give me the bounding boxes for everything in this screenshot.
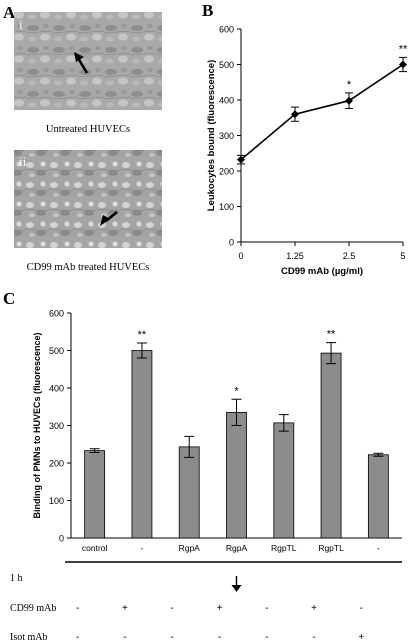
chart-c-bar — [320, 352, 342, 539]
chart-b-significance: ** — [399, 43, 408, 55]
chart-c-treatment-value: - — [171, 632, 174, 643]
chart-c-category-label: RgpA — [226, 543, 248, 553]
chart-c-bar — [131, 350, 153, 539]
chart-c: 0 100 200 300 400 500 600 control ** - RgpA * RgpA Rg… — [10, 309, 402, 643]
chart-b-y-tick-label: 0 — [229, 238, 234, 248]
chart-c-treatment-value: - — [76, 632, 79, 643]
micrograph-untreated: i — [14, 12, 162, 110]
chart-b-significance: * — [347, 79, 352, 91]
chart-b-y-tick-label: 300 — [219, 131, 234, 141]
chart-c-category-label: - — [141, 543, 144, 553]
chart-b-point — [237, 155, 245, 164]
chart-c-treatment-label: 1 h — [10, 573, 23, 584]
chart-c-treatment-value: - — [171, 603, 174, 614]
micrograph-treated: ii — [14, 150, 162, 248]
chart-b-y-tick-label: 200 — [219, 167, 234, 177]
chart-c-treatment-value: - — [123, 632, 126, 643]
chart-b-series-line — [240, 63, 404, 161]
chart-c-treatment-value: + — [311, 603, 317, 614]
micrograph-treated-roman: ii — [19, 154, 27, 169]
chart-c-treatment-value: - — [312, 632, 315, 643]
chart-c-bar — [178, 446, 200, 539]
chart-c-bar — [367, 454, 389, 539]
chart-b-point — [291, 110, 299, 119]
micrograph-treated-caption: CD99 mAb treated HUVECs — [27, 262, 150, 273]
micrograph-untreated-roman: i — [19, 17, 23, 32]
chart-c-category-label: RgpTL — [318, 543, 344, 553]
chart-c-treatment-value: + — [358, 632, 364, 643]
chart-c-y-tick-label: 100 — [49, 496, 64, 506]
chart-c-category-label: RgpTL — [271, 543, 297, 553]
chart-c-treatment-value: - — [76, 603, 79, 614]
chart-b-y-label: Leukocytes bound (fluorescence) — [206, 60, 217, 212]
chart-c-bar — [273, 422, 295, 539]
chart-c-significance: ** — [327, 329, 336, 341]
micrograph-untreated-caption: Untreated HUVECs — [46, 124, 130, 135]
chart-c-treatment-value: - — [265, 632, 268, 643]
chart-c-category-label: control — [82, 543, 108, 553]
chart-c-bar — [226, 411, 247, 539]
chart-c-y-tick-label: 600 — [49, 309, 64, 319]
chart-c-treatment-value: + — [122, 603, 128, 614]
panel-c-letter: C — [3, 289, 15, 308]
panel-a-letter: A — [3, 3, 16, 22]
chart-b-point — [399, 60, 407, 69]
chart-c-y-tick-label: 300 — [49, 421, 64, 431]
chart-b-x-label: CD99 mAb (µg/ml) — [281, 266, 363, 277]
chart-b-y-tick-label: 500 — [219, 60, 234, 70]
chart-c-y-label: Binding of PMNs to HUVECs (fluorescence) — [32, 332, 42, 518]
chart-c-treatment-label: Isot mAb — [10, 632, 48, 643]
chart-c-y-tick-label: 400 — [49, 384, 64, 394]
chart-b-y-tick-label: 100 — [219, 202, 234, 212]
panel-b-letter: B — [202, 1, 213, 20]
chart-c-y-tick-label: 200 — [49, 459, 64, 469]
chart-b-x-tick-label: 5 — [400, 251, 405, 261]
chart-c-y-tick-label: 0 — [59, 534, 64, 544]
chart-c-category-label: RgpA — [179, 543, 201, 553]
chart-b-y-tick-label: 400 — [219, 96, 234, 106]
chart-c-y-tick-label: 500 — [49, 346, 64, 356]
chart-c-bar — [84, 450, 106, 539]
chart-c-significance: ** — [138, 329, 147, 341]
chart-b-y-tick-label: 600 — [219, 25, 234, 35]
chart-c-treatment-value: - — [218, 632, 221, 643]
chart-c-treatment-value: - — [265, 603, 268, 614]
chart-b-point — [345, 96, 353, 105]
chart-c-treatment-value: + — [217, 603, 223, 614]
chart-c-significance: * — [234, 385, 239, 397]
chart-c-category-label: - — [377, 543, 380, 553]
chart-b-x-tick-label: 1.25 — [286, 251, 304, 261]
chart-b-x-tick-label: 2.5 — [343, 251, 356, 261]
chart-c-arrow-head — [231, 585, 242, 592]
chart-c-treatment-value: - — [360, 603, 363, 614]
chart-b-x-tick-label: 0 — [238, 251, 243, 261]
chart-c-treatment-label: CD99 mAb — [10, 603, 56, 614]
